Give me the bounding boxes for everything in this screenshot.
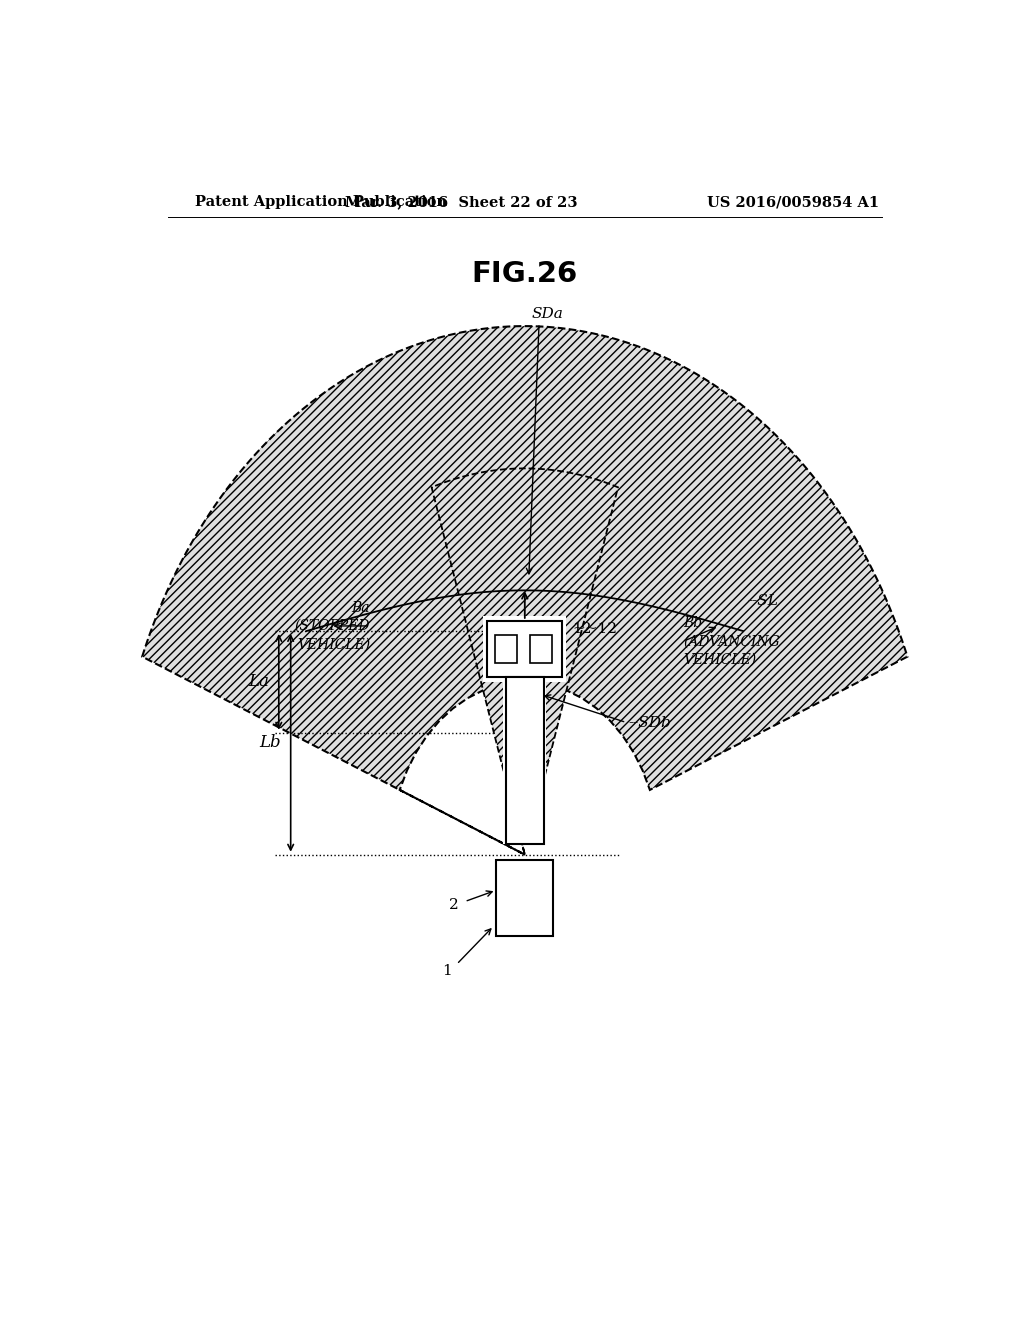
Text: La: La (249, 673, 269, 690)
Text: Bb
(ADVANCING
VEHICLE): Bb (ADVANCING VEHICLE) (684, 616, 780, 667)
Text: SDa: SDa (531, 308, 563, 321)
Text: FIG.26: FIG.26 (472, 260, 578, 288)
Bar (497, 859, 553, 936)
Bar (530, 635, 552, 663)
Text: 1: 1 (442, 964, 452, 978)
Text: --SDb: --SDb (628, 715, 671, 730)
Text: Patent Application Publication: Patent Application Publication (196, 195, 447, 209)
Polygon shape (431, 469, 618, 854)
Polygon shape (142, 326, 907, 854)
Bar (494, 857, 556, 939)
Bar (496, 635, 517, 663)
Bar (487, 620, 562, 677)
Text: Ba
(STOPPED
VEHICLE): Ba (STOPPED VEHICLE) (295, 601, 370, 651)
Bar (483, 615, 566, 682)
Text: US 2016/0059854 A1: US 2016/0059854 A1 (708, 195, 880, 209)
Text: Mar. 3, 2016  Sheet 22 of 23: Mar. 3, 2016 Sheet 22 of 23 (345, 195, 578, 209)
Text: 12: 12 (572, 622, 592, 636)
Text: Lb: Lb (259, 734, 282, 751)
Text: ~~12: ~~12 (572, 622, 617, 636)
Text: --SL: --SL (748, 594, 778, 607)
Text: 2: 2 (450, 899, 459, 912)
Bar (506, 677, 544, 845)
Bar (504, 672, 546, 845)
